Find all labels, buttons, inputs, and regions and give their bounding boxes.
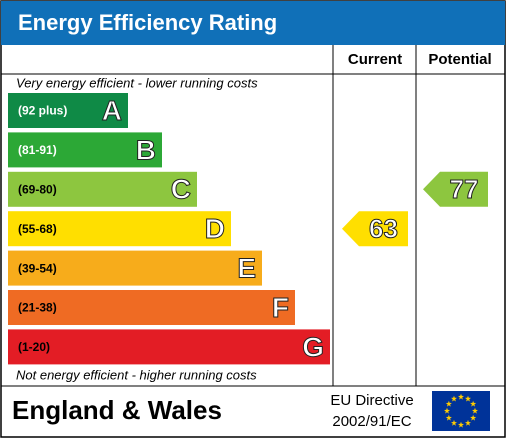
eu-star xyxy=(445,414,452,421)
band-letter: G xyxy=(302,331,324,362)
band-bar xyxy=(8,171,197,207)
column-header: Current xyxy=(348,51,402,68)
eu-star xyxy=(451,419,457,426)
eu-star xyxy=(465,395,471,402)
title: Energy Efficiency Rating xyxy=(18,10,277,35)
band-range: (92 plus) xyxy=(18,104,67,118)
directive: EU Directive xyxy=(330,392,413,409)
band-range: (69-80) xyxy=(18,182,57,196)
title-bar xyxy=(1,1,505,45)
band-range: (21-38) xyxy=(18,301,57,315)
band-letter: F xyxy=(272,292,289,323)
band-bar xyxy=(8,93,128,128)
band-bar xyxy=(8,329,330,365)
band-letter: B xyxy=(136,134,156,165)
eu-star xyxy=(444,407,450,414)
column-header: Potential xyxy=(428,51,491,68)
eu-star xyxy=(458,393,464,400)
rating-arrow xyxy=(342,211,408,247)
region: England & Wales xyxy=(12,395,222,425)
band-bar xyxy=(8,250,262,286)
eu-star xyxy=(470,414,477,421)
eu-star xyxy=(445,400,452,407)
band-letter: E xyxy=(237,252,256,283)
band-letter: D xyxy=(205,213,225,244)
rating-arrow xyxy=(423,171,488,207)
band-range: (1-20) xyxy=(18,340,50,354)
band-range: (55-68) xyxy=(18,222,57,236)
band-range: (81-91) xyxy=(18,143,57,157)
top-note: Very energy efficient - lower running co… xyxy=(16,75,258,90)
rating-value: 63 xyxy=(369,214,398,244)
band-letter: C xyxy=(171,174,191,205)
band-bar xyxy=(8,132,162,168)
eu-star xyxy=(451,395,457,402)
rating-value: 77 xyxy=(450,174,479,204)
eu-star xyxy=(470,400,477,407)
band-letter: A xyxy=(102,95,122,126)
eu-star xyxy=(465,419,471,426)
directive-code: 2002/91/EC xyxy=(332,413,411,430)
bottom-note: Not energy efficient - higher running co… xyxy=(16,367,257,382)
eu-star xyxy=(458,421,464,428)
eu-star xyxy=(472,407,478,414)
band-range: (39-54) xyxy=(18,261,57,275)
band-bar xyxy=(8,211,231,247)
band-bar xyxy=(8,290,295,325)
